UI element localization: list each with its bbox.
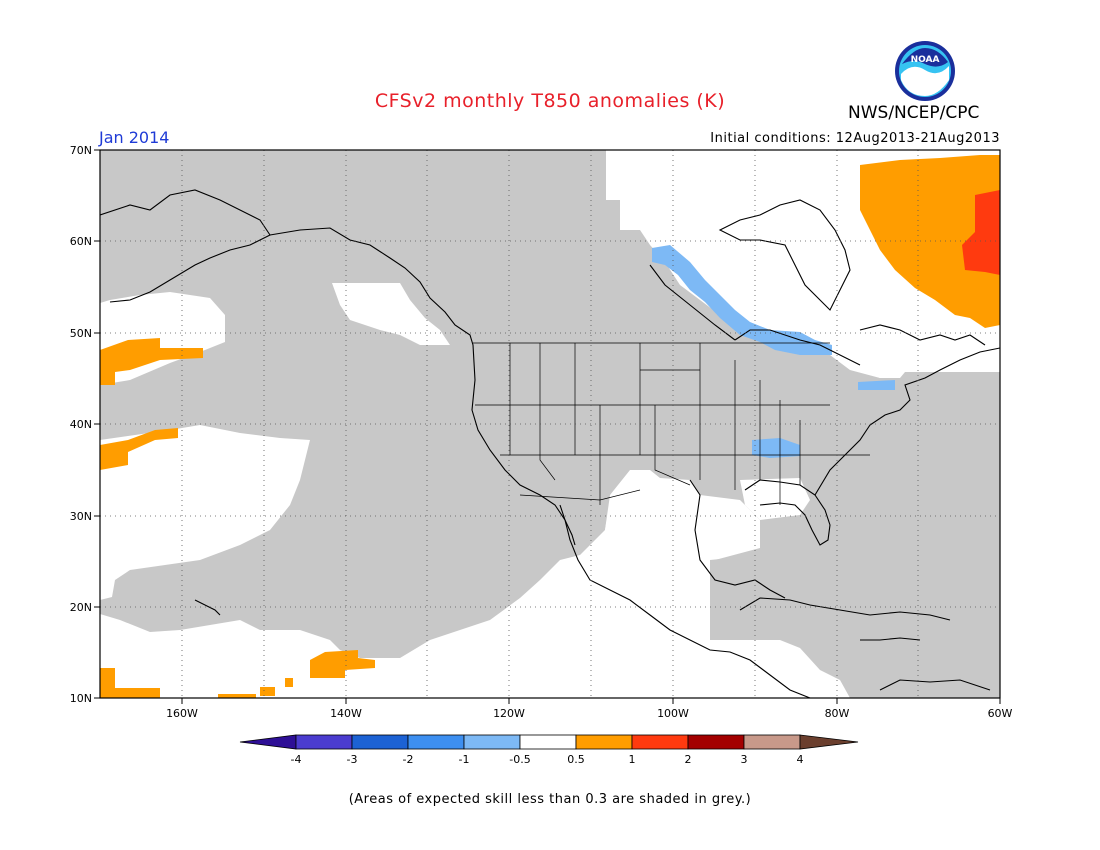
forecast-month: Jan 2014 (99, 128, 170, 147)
neg-anomaly-hudson (652, 245, 832, 355)
colorbar-bin-3 (407, 734, 465, 750)
colorbar-bin-9 (743, 734, 801, 750)
pos-anomaly-dot-b (260, 687, 275, 696)
skill-mask-caribbean (715, 548, 1000, 640)
colorbar-arrow-left (239, 734, 297, 750)
colorbar (239, 734, 859, 750)
colorbar-bin-5 (519, 734, 577, 750)
pos-anomaly-nw-pacific (100, 338, 203, 385)
lat-label-70n: 70N (70, 144, 92, 157)
lon-label-140w: 140W (330, 707, 362, 720)
colorbar-tick-7: 1 (629, 753, 636, 766)
noaa-logo-text: NOAA (911, 55, 940, 65)
white-hole-gulf (600, 490, 720, 620)
pos-anomaly-dot-c (285, 678, 293, 687)
lon-label-60w: 60W (988, 707, 1013, 720)
lon-label-120w: 120W (493, 707, 525, 720)
pos-anomaly-w-pacific (100, 428, 178, 470)
colorbar-labels: -4 -3 -2 -1 -0.5 0.5 1 2 3 4 (291, 753, 804, 766)
lon-label-160w: 160W (166, 707, 198, 720)
lat-label-40n: 40N (70, 418, 92, 431)
organization-label: NWS/NCEP/CPC (848, 103, 980, 123)
pos-anomaly-south-central (310, 650, 375, 678)
colorbar-tick-2: -3 (347, 753, 358, 766)
lon-label-100w: 100W (657, 707, 689, 720)
neg-anomaly-lakes (858, 380, 895, 390)
noaa-logo: NOAA (895, 41, 955, 101)
colorbar-tick-8: 2 (685, 753, 692, 766)
lat-label-50n: 50N (70, 327, 92, 340)
colorbar-tick-4: -1 (459, 753, 470, 766)
colorbar-arrow-right (799, 734, 859, 750)
colorbar-bin-2 (351, 734, 409, 750)
chart-title: CFSv2 monthly T850 anomalies (K) (374, 90, 726, 112)
skill-footnote: (Areas of expected skill less than 0.3 a… (348, 792, 752, 807)
colorbar-bin-7 (631, 734, 689, 750)
lat-label-20n: 20N (70, 601, 92, 614)
colorbar-tick-5: -0.5 (509, 753, 530, 766)
colorbar-tick-6: 0.5 (567, 753, 585, 766)
lat-label-30n: 30N (70, 510, 92, 523)
colorbar-tick-3: -2 (403, 753, 414, 766)
lat-label-10n: 10N (70, 692, 92, 705)
lat-label-60n: 60N (70, 235, 92, 248)
white-hole-nw (332, 283, 450, 345)
initial-conditions: Initial conditions: 12Aug2013-21Aug2013 (710, 131, 1000, 146)
pos-anomaly-labrador-core (962, 190, 1000, 275)
neg-anomaly-ohio (752, 438, 800, 458)
colorbar-bin-6 (575, 734, 633, 750)
axis-ticks (94, 149, 1001, 704)
state-borders (473, 342, 870, 505)
gridlines (100, 150, 1000, 698)
pos-anomaly-dot-a (218, 694, 256, 698)
colorbar-tick-10: 4 (797, 753, 804, 766)
colorbar-bin-4 (463, 734, 521, 750)
colorbar-bin-8 (687, 734, 745, 750)
lon-label-80w: 80W (825, 707, 850, 720)
pos-anomaly-labrador (860, 155, 1000, 328)
colorbar-bin-1 (295, 734, 353, 750)
pos-anomaly-sw-pacific (100, 668, 160, 698)
colorbar-tick-1: -4 (291, 753, 302, 766)
white-hole-florida (740, 478, 810, 520)
colorbar-tick-9: 3 (741, 753, 748, 766)
